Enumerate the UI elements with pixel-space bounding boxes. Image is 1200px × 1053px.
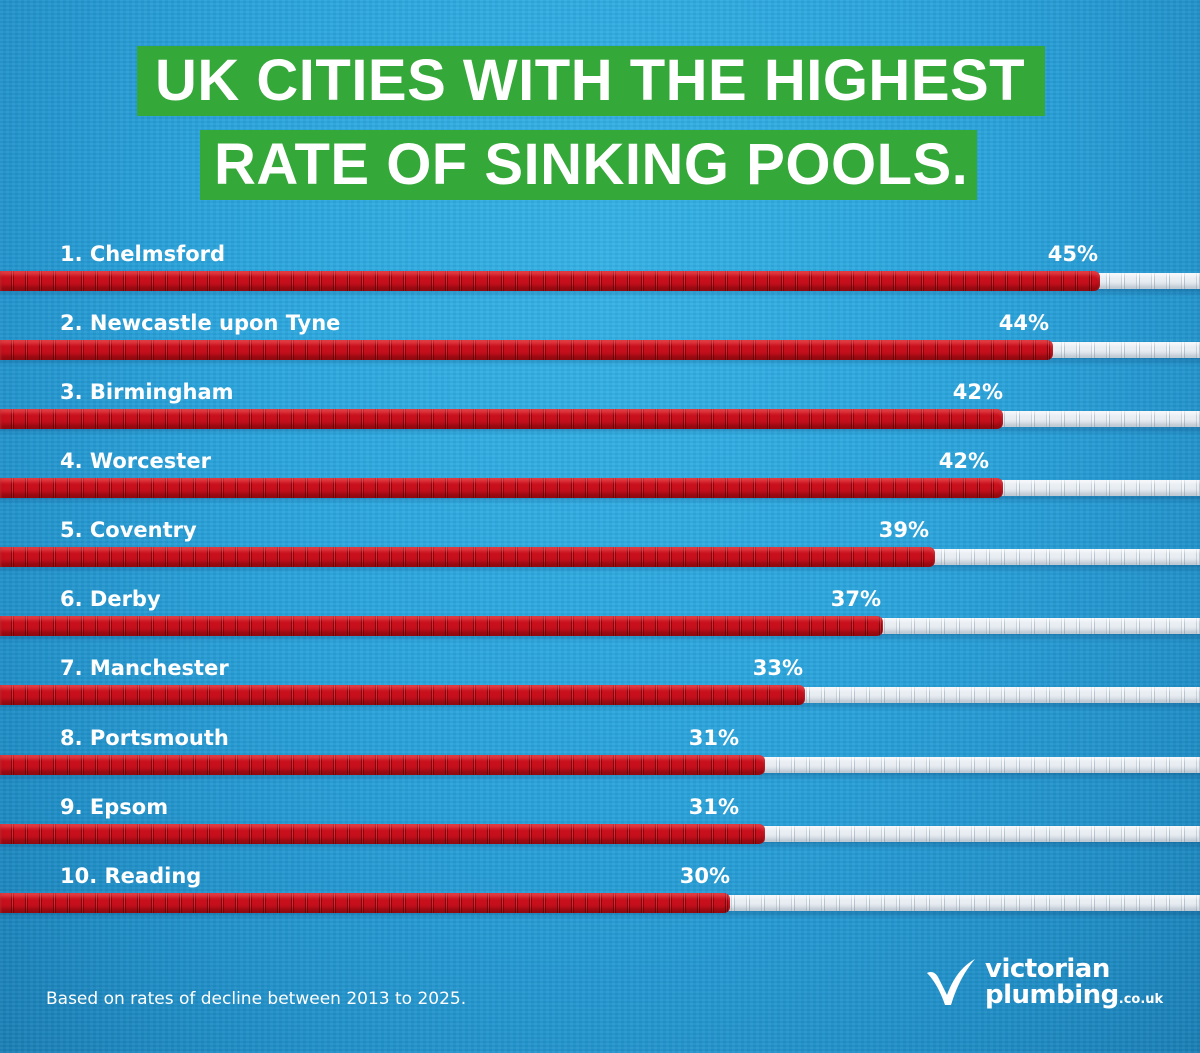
lane-rope bbox=[0, 616, 1200, 642]
lane-rope bbox=[0, 755, 1200, 781]
logo-text-plumbing-word: plumbing bbox=[985, 980, 1119, 1010]
city-label: 9. Epsom bbox=[60, 795, 169, 819]
title-line-2: RATE OF SINKING POOLS. bbox=[200, 130, 977, 200]
value-label: 31% bbox=[688, 795, 739, 819]
rope-value-bar bbox=[0, 616, 883, 636]
bar-row: 3. Birmingham 42% bbox=[0, 379, 1200, 439]
lane-rope bbox=[0, 893, 1200, 919]
value-label: 31% bbox=[688, 726, 739, 750]
bar-row: 2. Newcastle upon Tyne 44% bbox=[0, 310, 1200, 370]
logo-text-plumbing: plumbing.co.uk bbox=[985, 981, 1163, 1014]
value-label: 39% bbox=[878, 518, 929, 542]
lane-rope bbox=[0, 271, 1200, 297]
value-label: 37% bbox=[830, 587, 881, 611]
title-line-1: UK CITIES WITH THE HIGHEST bbox=[137, 46, 1045, 116]
city-label: 10. Reading bbox=[60, 864, 202, 888]
logo-text-victorian: victorian bbox=[985, 954, 1110, 984]
bar-row: 1. Chelmsford 45% bbox=[0, 241, 1200, 301]
rope-value-bar bbox=[0, 271, 1100, 291]
bar-row: 10. Reading 30% bbox=[0, 863, 1200, 923]
bar-row: 5. Coventry 39% bbox=[0, 517, 1200, 577]
city-label: 2. Newcastle upon Tyne bbox=[60, 311, 341, 335]
value-label: 44% bbox=[998, 311, 1049, 335]
city-label: 5. Coventry bbox=[60, 518, 197, 542]
rope-value-bar bbox=[0, 685, 805, 705]
lane-rope bbox=[0, 685, 1200, 711]
lane-rope bbox=[0, 409, 1200, 435]
lane-rope bbox=[0, 478, 1200, 504]
bar-row: 6. Derby 37% bbox=[0, 586, 1200, 646]
city-label: 6. Derby bbox=[60, 587, 161, 611]
rope-value-bar bbox=[0, 478, 1003, 498]
rope-value-bar bbox=[0, 755, 765, 775]
lane-rope bbox=[0, 547, 1200, 573]
rope-value-bar bbox=[0, 409, 1003, 429]
value-label: 42% bbox=[938, 449, 989, 473]
victorian-plumbing-logo: victorian plumbing.co.uk bbox=[925, 955, 1165, 1015]
bar-row: 4. Worcester 42% bbox=[0, 448, 1200, 508]
lane-rope bbox=[0, 824, 1200, 850]
city-label: 1. Chelmsford bbox=[60, 242, 226, 266]
footnote: Based on rates of decline between 2013 t… bbox=[46, 989, 467, 1009]
bar-row: 9. Epsom 31% bbox=[0, 794, 1200, 854]
city-label: 3. Birmingham bbox=[60, 380, 234, 404]
value-label: 45% bbox=[1047, 242, 1098, 266]
city-label: 4. Worcester bbox=[60, 449, 211, 473]
rope-value-bar bbox=[0, 547, 935, 567]
value-label: 33% bbox=[752, 656, 803, 680]
rope-value-bar bbox=[0, 824, 765, 844]
checkmark-v-icon bbox=[927, 959, 975, 1005]
rope-value-bar bbox=[0, 893, 730, 913]
lane-rope bbox=[0, 340, 1200, 366]
city-label: 8. Portsmouth bbox=[60, 726, 229, 750]
value-label: 30% bbox=[679, 864, 730, 888]
rope-value-bar bbox=[0, 340, 1053, 360]
value-label: 42% bbox=[952, 380, 1003, 404]
bar-row: 8. Portsmouth 31% bbox=[0, 725, 1200, 785]
bar-row: 7. Manchester 33% bbox=[0, 655, 1200, 715]
city-label: 7. Manchester bbox=[60, 656, 229, 680]
logo-tld: .co.uk bbox=[1118, 992, 1164, 1007]
